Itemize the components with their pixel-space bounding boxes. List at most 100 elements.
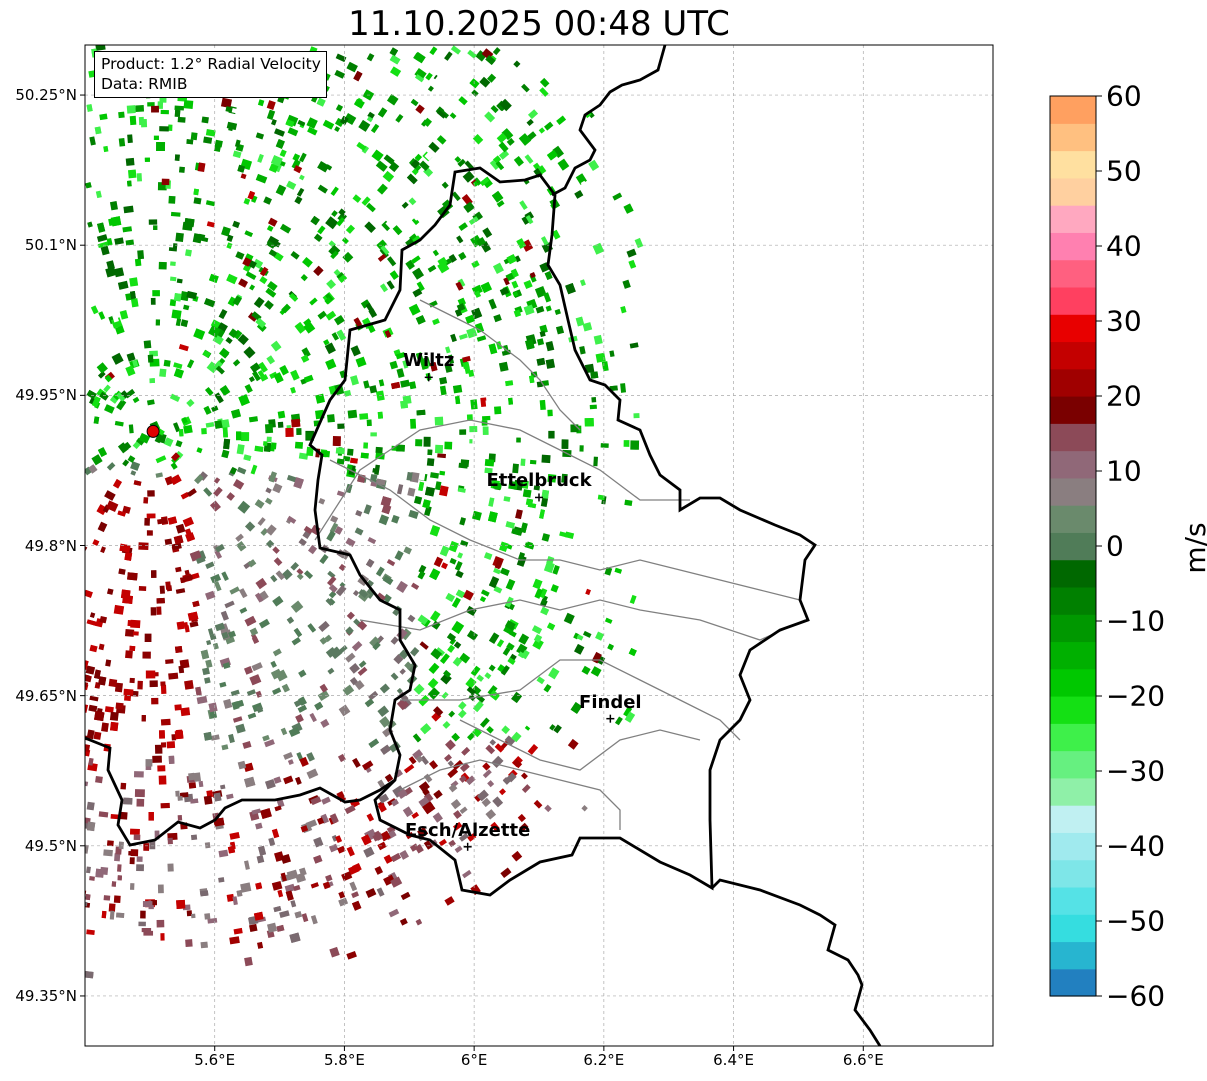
echo-bin bbox=[264, 778, 276, 790]
echo-bin bbox=[479, 177, 490, 186]
echo-bin bbox=[269, 371, 278, 379]
echo-bin bbox=[450, 333, 457, 343]
echo-bin bbox=[99, 113, 108, 121]
echo-bin bbox=[513, 155, 524, 167]
echo-bin bbox=[502, 647, 511, 656]
echo-bin bbox=[446, 324, 454, 333]
echo-bin bbox=[458, 701, 467, 710]
echo-bin bbox=[171, 309, 182, 320]
colorbar-segment bbox=[1050, 941, 1096, 970]
echo-bin bbox=[244, 666, 253, 675]
echo-bin bbox=[417, 570, 426, 580]
echo-bin bbox=[544, 804, 552, 813]
echo-bin bbox=[111, 881, 117, 887]
echo-bin bbox=[263, 441, 268, 446]
echo-bin bbox=[411, 255, 421, 264]
echo-bin bbox=[245, 271, 257, 280]
echo-bin bbox=[604, 617, 613, 624]
echo-bin bbox=[150, 607, 157, 616]
echo-bin bbox=[573, 632, 580, 640]
echo-bin bbox=[352, 757, 361, 768]
echo-bin bbox=[458, 96, 468, 106]
echo-bin bbox=[522, 659, 534, 671]
echo-bin bbox=[467, 49, 477, 59]
echo-bin bbox=[275, 669, 288, 682]
echo-bin bbox=[303, 318, 312, 326]
echo-bin bbox=[184, 218, 195, 228]
echo-bin bbox=[504, 735, 516, 746]
echo-bin bbox=[310, 796, 322, 806]
echo-bin bbox=[396, 698, 410, 711]
echo-bin bbox=[433, 789, 443, 800]
echo-bin bbox=[157, 518, 168, 525]
echo-bin bbox=[469, 426, 478, 433]
echo-bin bbox=[415, 918, 423, 926]
echo-bin bbox=[402, 806, 414, 818]
echo-bin bbox=[182, 516, 195, 528]
echo-bin bbox=[272, 595, 284, 607]
echo-bin bbox=[353, 317, 362, 327]
colorbar-segment bbox=[1050, 614, 1096, 643]
echo-bin bbox=[419, 160, 430, 171]
echo-bin bbox=[274, 252, 284, 262]
echo-bin bbox=[506, 273, 515, 280]
echo-bin bbox=[367, 111, 375, 120]
echo-bin bbox=[130, 883, 135, 890]
echo-bin bbox=[361, 760, 374, 771]
echo-bin bbox=[302, 256, 313, 268]
echo-bin bbox=[98, 235, 107, 242]
echo-bin bbox=[114, 237, 124, 245]
echo-bin bbox=[320, 718, 330, 728]
echo-bin bbox=[361, 196, 371, 206]
echo-bin bbox=[277, 421, 284, 428]
echo-bin bbox=[482, 426, 489, 435]
echo-bin bbox=[485, 54, 496, 66]
colorbar-segment bbox=[1050, 668, 1096, 697]
echo-bin bbox=[229, 936, 240, 945]
echo-bin bbox=[250, 464, 258, 475]
echo-bin bbox=[496, 639, 505, 648]
echo-bin bbox=[357, 135, 367, 144]
echo-bin bbox=[364, 221, 376, 233]
echo-bin bbox=[95, 190, 102, 199]
echo-bin bbox=[156, 919, 165, 928]
echo-bin bbox=[264, 739, 275, 748]
echo-bin bbox=[574, 190, 584, 199]
echo-bin bbox=[98, 311, 106, 320]
echo-bin bbox=[224, 600, 235, 609]
echo-bin bbox=[427, 85, 434, 92]
echo-bin bbox=[526, 717, 539, 730]
echo-bin bbox=[493, 567, 501, 575]
echo-bin bbox=[154, 433, 164, 444]
echo-bin bbox=[117, 875, 123, 881]
echo-bin bbox=[178, 428, 184, 437]
echo-bin bbox=[334, 69, 346, 79]
lon-tick-label: 6.4°E bbox=[713, 1051, 754, 1069]
lon-tick-label: 6°E bbox=[460, 1051, 488, 1069]
echo-bin bbox=[164, 538, 173, 545]
echo-bin bbox=[482, 762, 491, 771]
echo-bin bbox=[349, 663, 360, 674]
echo-bin bbox=[225, 336, 233, 345]
echo-bin bbox=[286, 515, 297, 524]
echo-bin bbox=[170, 474, 182, 485]
echo-bin bbox=[205, 561, 215, 569]
echo-bin bbox=[146, 530, 153, 536]
echo-bin bbox=[100, 245, 110, 256]
echo-bin bbox=[505, 380, 514, 387]
echo-bin bbox=[91, 454, 103, 466]
echo-bin bbox=[218, 347, 230, 359]
echo-bin bbox=[185, 532, 196, 542]
echo-bin bbox=[365, 887, 377, 898]
echo-bin bbox=[85, 702, 89, 713]
echo-bin bbox=[85, 970, 94, 979]
echo-bin bbox=[547, 409, 553, 417]
echo-bin bbox=[547, 473, 557, 483]
echo-bin bbox=[183, 100, 194, 109]
echo-bin bbox=[567, 738, 579, 750]
echo-bin bbox=[257, 99, 265, 107]
echo-bin bbox=[366, 276, 375, 285]
echo-bin bbox=[253, 911, 264, 921]
echo-bin bbox=[366, 579, 374, 587]
echo-bin bbox=[336, 329, 347, 341]
